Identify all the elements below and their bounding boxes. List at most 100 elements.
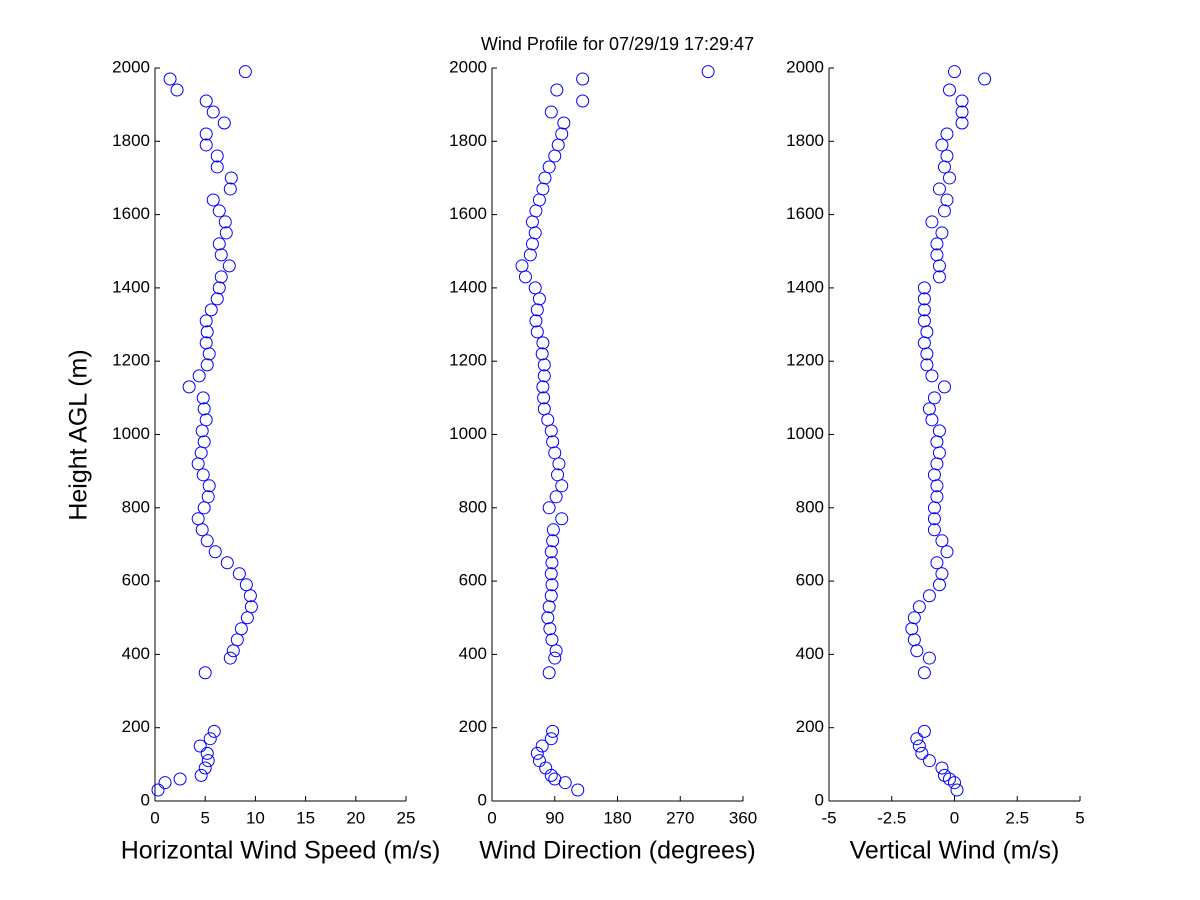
y-tick-label: 2000 <box>112 57 150 76</box>
point <box>536 380 550 394</box>
point <box>239 578 253 592</box>
point <box>528 226 542 240</box>
point <box>910 644 924 658</box>
point <box>930 435 944 449</box>
point <box>200 325 214 339</box>
point <box>204 303 218 317</box>
point <box>922 589 936 603</box>
point <box>542 600 556 614</box>
point <box>537 391 551 405</box>
y-tick-label: 400 <box>796 644 824 663</box>
y-tick-label: 1600 <box>449 204 487 223</box>
point <box>917 724 931 738</box>
point <box>937 204 951 218</box>
point <box>545 578 559 592</box>
point <box>571 783 585 797</box>
point <box>930 248 944 262</box>
point <box>925 215 939 229</box>
point <box>196 391 210 405</box>
point <box>930 556 944 570</box>
y-tick-label: 1800 <box>786 131 824 150</box>
point <box>192 369 206 383</box>
y-tick-label: 0 <box>141 790 150 809</box>
point <box>917 292 931 306</box>
point <box>940 127 954 141</box>
point <box>541 611 555 625</box>
point <box>543 622 557 636</box>
point <box>530 303 544 317</box>
point <box>197 501 211 515</box>
point <box>955 116 969 130</box>
point <box>196 468 210 482</box>
x-tick-label: 5 <box>200 808 209 827</box>
point <box>194 446 208 460</box>
point <box>151 783 165 797</box>
point <box>544 567 558 581</box>
x-tick-label: 25 <box>397 808 416 827</box>
point <box>224 171 238 185</box>
point <box>925 369 939 383</box>
y-tick-label: 2000 <box>449 57 487 76</box>
point <box>932 182 946 196</box>
point <box>935 534 949 548</box>
y-tick-label: 1200 <box>786 351 824 370</box>
point <box>210 149 224 163</box>
point <box>532 754 546 768</box>
point <box>200 358 214 372</box>
point <box>955 105 969 119</box>
point <box>191 457 205 471</box>
point <box>529 204 543 218</box>
point <box>930 457 944 471</box>
point <box>202 479 216 493</box>
point <box>940 545 954 559</box>
y-tick-label: 800 <box>459 497 487 516</box>
point <box>529 314 543 328</box>
point <box>555 127 569 141</box>
point <box>523 248 537 262</box>
x-tick-label: 270 <box>666 808 694 827</box>
point <box>545 556 559 570</box>
y-tick-label: 800 <box>796 497 824 516</box>
point <box>212 237 226 251</box>
point <box>199 413 213 427</box>
x-tick-label: 90 <box>545 808 564 827</box>
x-axis-label: Wind Direction (degrees) <box>479 837 756 865</box>
point <box>536 182 550 196</box>
point <box>182 380 196 394</box>
point <box>922 651 936 665</box>
point <box>937 380 951 394</box>
point <box>549 490 563 504</box>
point <box>544 545 558 559</box>
point <box>937 160 951 174</box>
point <box>163 72 177 86</box>
point <box>542 666 556 680</box>
point <box>230 633 244 647</box>
point <box>932 259 946 273</box>
point <box>932 424 946 438</box>
y-tick-label: 1400 <box>112 277 150 296</box>
point <box>210 292 224 306</box>
point <box>200 534 214 548</box>
point <box>576 94 590 108</box>
point <box>927 512 941 526</box>
point <box>920 358 934 372</box>
point <box>536 336 550 350</box>
point <box>198 761 212 775</box>
point <box>940 193 954 207</box>
y-tick-label: 0 <box>815 790 824 809</box>
x-tick-label: 0 <box>150 808 159 827</box>
point <box>207 724 221 738</box>
point <box>935 761 949 775</box>
point <box>195 424 209 438</box>
point <box>194 768 208 782</box>
y-tick-label: 1600 <box>112 204 150 223</box>
point <box>214 270 228 284</box>
point <box>917 281 931 295</box>
point <box>212 204 226 218</box>
point <box>544 105 558 119</box>
point <box>922 754 936 768</box>
x-tick-label: 20 <box>346 808 365 827</box>
point <box>195 523 209 537</box>
point <box>930 479 944 493</box>
